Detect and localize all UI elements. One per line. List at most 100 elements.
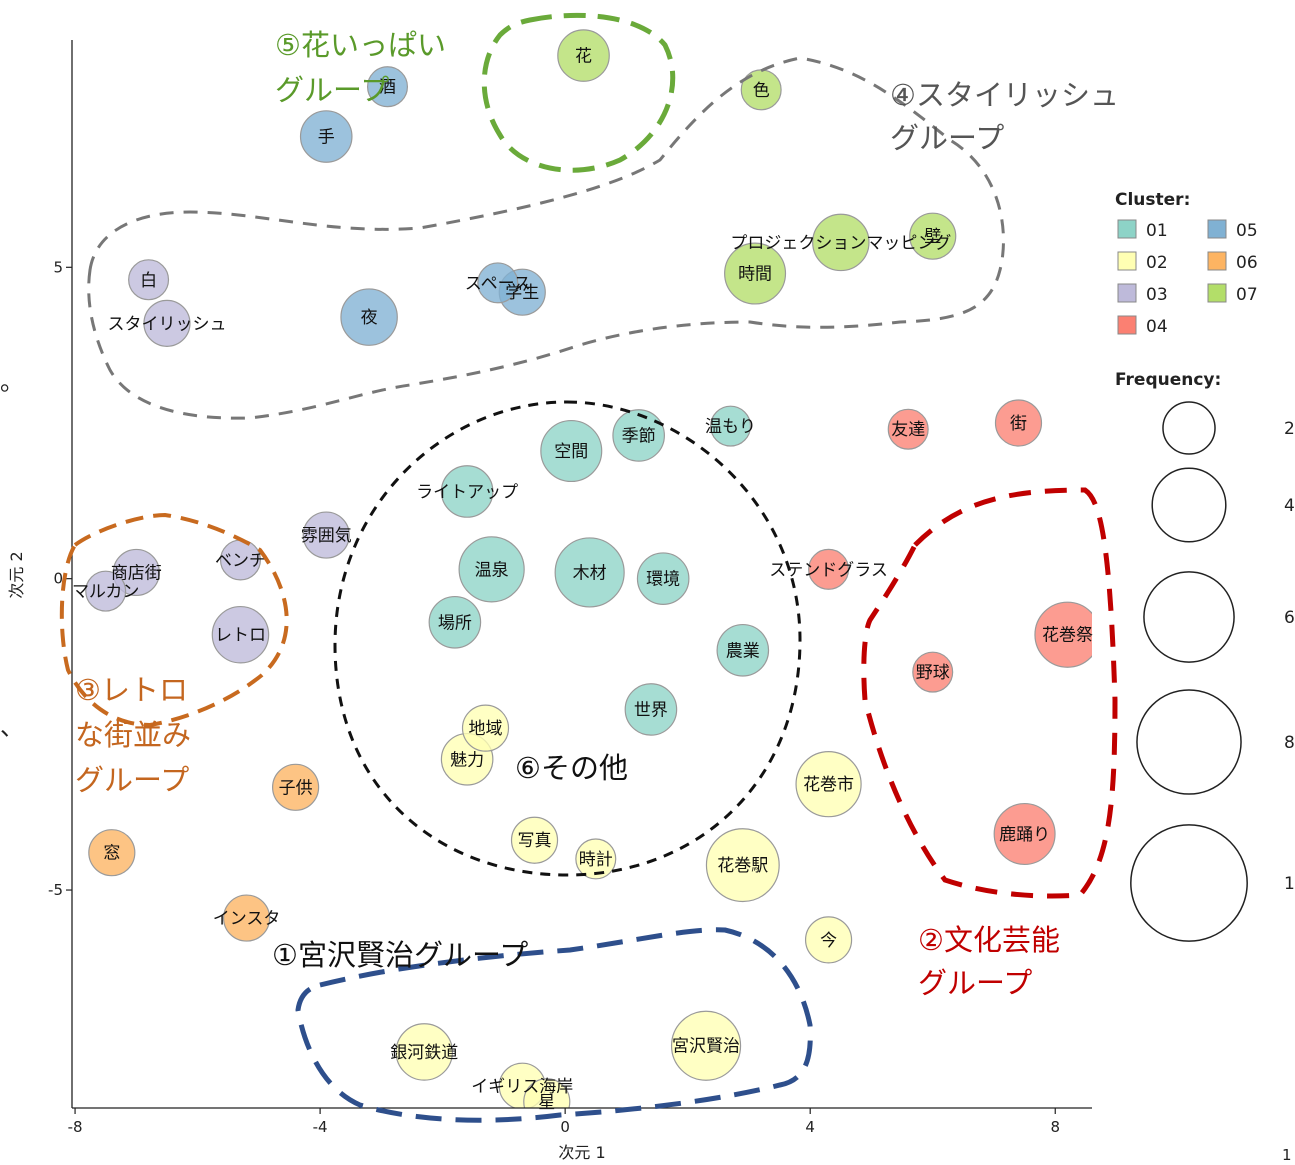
x-ticks: -8 -4 0 4 8: [68, 1108, 1060, 1136]
frequency-legend-title: Frequency:: [1115, 370, 1221, 390]
frequency-circle: [1143, 571, 1235, 663]
bubble-point: [458, 536, 525, 603]
group2-outline: [861, 487, 1118, 899]
frequency-legend-items: 2 4 6 8 10: [1130, 401, 1295, 942]
bubble-label: ライトアップ: [416, 482, 518, 502]
group2-line1: ②文化芸能: [918, 923, 1060, 957]
frequency-label: 2: [1284, 419, 1295, 439]
bubble-label: 空間: [554, 442, 588, 462]
bubble-label: 温もり: [705, 417, 756, 437]
frequency-circle: [1130, 824, 1248, 942]
page-number: 1: [1282, 1146, 1292, 1164]
cluster-swatch: [1117, 219, 1137, 239]
bubble-label: 壁: [924, 227, 941, 247]
bubble-label: 時計: [579, 850, 613, 870]
bubble-label: 地域: [469, 719, 503, 739]
group3-line1: ③レトロ: [75, 673, 188, 707]
bubble-point: [523, 1078, 571, 1108]
y-tick-label: -5: [48, 881, 63, 899]
frequency-label: 6: [1284, 608, 1295, 628]
group6-outline: [333, 400, 802, 877]
cluster-legend-title: Cluster:: [1115, 190, 1190, 210]
bubble-label: 友達: [891, 420, 925, 440]
bubble-label: スタイリッシュ: [107, 314, 226, 334]
bubble-point: [540, 419, 603, 483]
bubble-point: [302, 511, 350, 559]
bubble-label: 手: [318, 128, 335, 148]
bubble-point: [395, 1023, 454, 1081]
bubble-label: 野球: [916, 663, 950, 683]
cluster-legend-label: 05: [1236, 221, 1258, 241]
cluster-legend-label: 02: [1146, 253, 1168, 273]
bubble-point: [1034, 601, 1092, 668]
x-tick-label: -8: [68, 1118, 83, 1136]
bubble-label: 子供: [279, 778, 313, 798]
bubble-point: [211, 605, 270, 664]
group4-line2: グループ: [890, 121, 1004, 155]
bubble-point: [575, 838, 617, 880]
frequency-label: 4: [1284, 496, 1295, 516]
cluster-legend-label: 04: [1146, 317, 1168, 337]
bubble-label: ステンドグラス: [769, 560, 888, 580]
bubble-point: [724, 242, 787, 305]
frequency-circle: [1136, 689, 1242, 795]
bubble-point: [994, 399, 1043, 447]
bubble-label: 街: [1010, 414, 1027, 434]
group4-line1: ④スタイリッシュ: [890, 78, 1119, 112]
bubble-label: 雰囲気: [301, 526, 352, 546]
group1-annotation: ①宮沢賢治グループ: [272, 938, 528, 972]
bubble-layer: [85, 29, 1092, 1108]
bubble-point: [554, 537, 625, 608]
group5-annotation: ⑤花いっぱい グループ: [275, 28, 455, 107]
bubble-label: 鹿踊り: [999, 825, 1050, 845]
bubble-point: [510, 816, 559, 864]
bubble-label: 酒: [379, 78, 396, 98]
cluster-legend-label: 03: [1146, 285, 1168, 305]
bubble-point: [909, 212, 957, 260]
cluster-swatch: [1117, 315, 1137, 335]
bubble-point: [624, 683, 678, 736]
x-tick-label: 4: [805, 1118, 815, 1136]
bubble-label: 今: [820, 931, 837, 951]
cluster-legend-items: 01 02 03 04 05 06 07: [1117, 219, 1258, 337]
bubble-label: ベンチ: [215, 551, 266, 571]
bubble-label: マルカン: [72, 582, 140, 602]
bubble-label: 場所: [438, 613, 472, 633]
bubble-label: 窓: [103, 844, 120, 864]
bubble-label: プロジェクションマッピング: [730, 233, 951, 253]
bubble-point: [716, 623, 770, 677]
bubble-label: 宮沢賢治: [672, 1037, 740, 1057]
bubble-point: [428, 595, 482, 649]
bubble-point: [340, 288, 398, 346]
cluster-swatch: [1207, 219, 1227, 239]
x-axis-title: 次元 1: [558, 1143, 605, 1162]
bubble-label: 学生: [505, 283, 539, 303]
group3-line2: な街並み: [75, 718, 191, 752]
cluster-swatch: [1207, 283, 1227, 303]
y-tick-label: 5: [53, 258, 63, 276]
bubble-label: 花巻駅: [717, 856, 768, 876]
bubble-point: [143, 299, 191, 347]
bubble-point: [440, 465, 494, 518]
bubble-point: [557, 29, 610, 82]
bubble-label: 商店街: [111, 563, 162, 583]
x-tick-label: 8: [1050, 1118, 1060, 1136]
cluster-swatch: [1207, 251, 1227, 271]
bubble-label: 木材: [573, 563, 607, 583]
bubble-point: [993, 802, 1056, 866]
bubble-label: 写真: [518, 831, 552, 851]
group2-annotation: ②文化芸能 グループ: [918, 923, 1069, 1000]
bubble-point: [887, 408, 929, 450]
group2-line2: グループ: [918, 966, 1032, 1000]
side-mark-comma: 、: [0, 713, 24, 741]
bubble-label: 農業: [726, 641, 760, 661]
bubble-point: [461, 704, 510, 752]
frequency-label: 10: [1284, 874, 1295, 894]
bubble-point: [272, 763, 320, 811]
y-ticks: 5 0 -5: [48, 258, 72, 899]
bubble-point: [795, 751, 862, 818]
bubble-point: [804, 916, 853, 964]
bubble-point: [636, 552, 690, 605]
bubble-label: インスタ: [213, 909, 281, 929]
